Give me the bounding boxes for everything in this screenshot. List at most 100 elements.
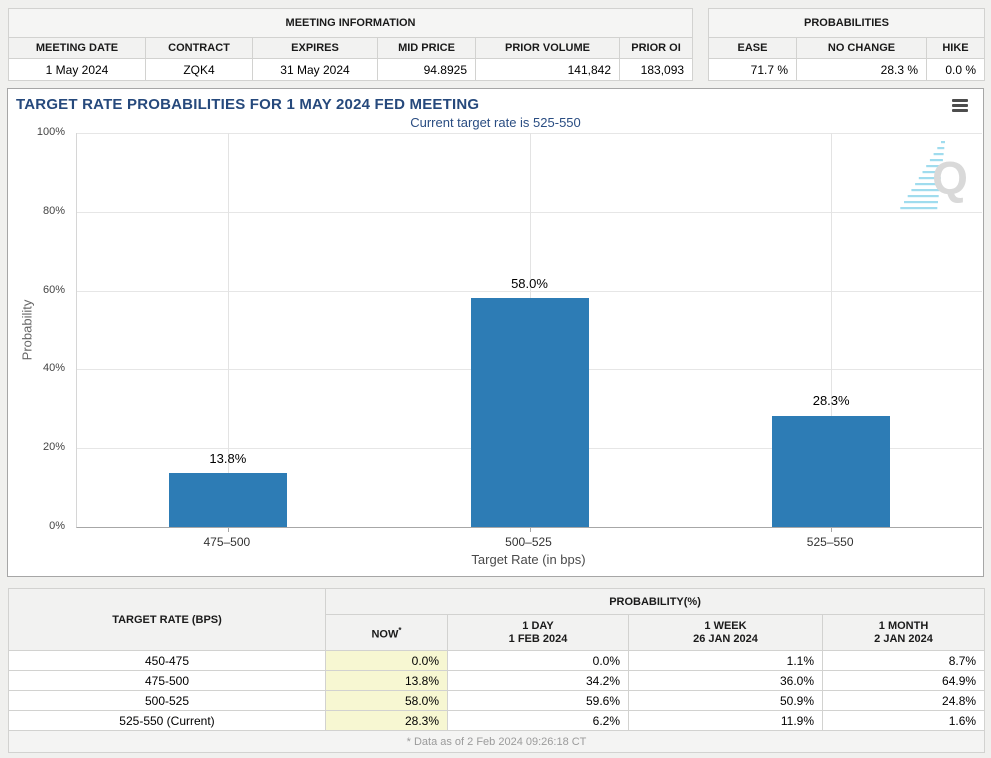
column-header-expires: EXPIRES xyxy=(252,37,378,59)
probability-history-table: TARGET RATE (BPS) PROBABILITY(%) NOW* 1 … xyxy=(7,588,986,753)
x-category-label: 525–550 xyxy=(806,535,854,549)
day-value-cell: 34.2% xyxy=(447,670,629,691)
week-value-cell: 1.1% xyxy=(628,650,823,671)
column-header-prior-volume: PRIOR VOLUME xyxy=(475,37,620,59)
rate-cell: 500-525 xyxy=(8,690,326,711)
plot-area: Q 13.8% 58.0% 28.3% xyxy=(76,133,982,532)
chart-context-menu-icon[interactable] xyxy=(952,99,968,114)
table-row: 71.7 % 28.3 % 0.0 % xyxy=(708,58,985,81)
x-category-label: 500–525 xyxy=(505,535,552,549)
x-axis-title: Target Rate (in bps) xyxy=(471,552,586,567)
week-date: 26 JAN 2024 xyxy=(693,632,758,645)
month-value-cell: 8.7% xyxy=(821,650,986,671)
target-rate-header: TARGET RATE (BPS) xyxy=(8,588,326,651)
chart-title: TARGET RATE PROBABILITIES FOR 1 MAY 2024… xyxy=(16,96,480,113)
table-row: 500-525 58.0% 59.6% 50.9% 24.8% xyxy=(8,690,986,711)
quikstrike-watermark-icon: Q xyxy=(900,141,968,210)
table-row: 475-500 13.8% 34.2% 36.0% 64.9% xyxy=(8,670,986,691)
bar-value-label: 58.0% xyxy=(511,276,548,292)
hike-value: 0.0 % xyxy=(926,58,985,81)
now-label: NOW xyxy=(371,628,399,641)
bar-value-label: 13.8% xyxy=(209,450,247,466)
y-tick-label: 60% xyxy=(42,283,65,296)
column-header-prior-oi: PRIOR OI xyxy=(618,37,694,59)
x-axis-tick xyxy=(831,527,833,532)
month-label: 1 MONTH xyxy=(878,619,929,632)
column-header-row: EASE NO CHANGE HIKE xyxy=(708,37,985,59)
x-axis-tick xyxy=(227,527,229,532)
svg-text:Q: Q xyxy=(932,152,968,204)
rate-cell: 450-475 xyxy=(8,650,326,671)
probability-group-header: PROBABILITY(%) xyxy=(324,588,986,615)
x-category-label: 475–500 xyxy=(203,535,251,549)
column-header-row: MEETING DATE CONTRACT EXPIRES MID PRICE … xyxy=(8,37,694,59)
y-tick-label: 20% xyxy=(42,441,65,454)
table-row: 450-475 0.0% 0.0% 1.1% 8.7% xyxy=(8,650,986,671)
month-date: 2 JAN 2024 xyxy=(874,632,933,645)
footnote-row: * Data as of 2 Feb 2024 09:26:18 CT xyxy=(7,730,986,753)
table-row: 525-550 (Current) 28.3% 6.2% 11.9% 1.6% xyxy=(8,710,986,731)
week-column-header: 1 WEEK 26 JAN 2024 xyxy=(628,614,823,651)
column-header-contract: CONTRACT xyxy=(145,37,253,59)
now-value-cell: 13.8% xyxy=(325,670,448,691)
gridline xyxy=(227,133,229,527)
probabilities-summary-table: PROBABILITIES EASE NO CHANGE HIKE 71.7 %… xyxy=(708,8,985,81)
fedwatch-chart-panel: TARGET RATE PROBABILITIES FOR 1 MAY 2024… xyxy=(7,88,984,577)
y-tick-label: 40% xyxy=(42,362,65,375)
week-label: 1 WEEK xyxy=(704,619,747,632)
day-column-header: 1 DAY 1 FEB 2024 xyxy=(447,614,629,651)
chart-subtitle: Current target rate is 525-550 xyxy=(410,115,581,130)
day-value-cell: 0.0% xyxy=(447,650,629,671)
column-header-row: NOW* 1 DAY 1 FEB 2024 1 WEEK 26 JAN 2024… xyxy=(9,614,986,651)
month-value-cell: 1.6% xyxy=(821,710,986,731)
mid-price-value: 94.8925 xyxy=(377,58,476,81)
contract-value: ZQK4 xyxy=(145,58,253,81)
bar-475–500[interactable] xyxy=(168,472,287,527)
gridline xyxy=(831,133,833,527)
y-tick-label: 100% xyxy=(36,126,65,138)
week-value-cell: 36.0% xyxy=(628,670,823,691)
y-tick-label: 80% xyxy=(42,204,65,217)
day-date: 1 FEB 2024 xyxy=(508,632,568,645)
column-header-no-change: NO CHANGE xyxy=(796,37,927,59)
probabilities-title: PROBABILITIES xyxy=(708,8,985,38)
meeting-information-title: MEETING INFORMATION xyxy=(7,8,694,38)
column-header-hike: HIKE xyxy=(926,37,985,59)
x-axis-tick xyxy=(529,527,531,532)
no-change-value: 28.3 % xyxy=(796,58,927,81)
group-header-row: TARGET RATE (BPS) PROBABILITY(%) xyxy=(8,588,986,651)
rate-cell: 475-500 xyxy=(8,670,326,691)
day-value-cell: 6.2% xyxy=(447,710,629,731)
meeting-date-value: 1 May 2024 xyxy=(8,58,146,81)
month-value-cell: 64.9% xyxy=(821,670,986,691)
bar-500–525[interactable] xyxy=(470,298,589,527)
prior-oi-value: 183,093 xyxy=(618,58,694,81)
week-value-cell: 11.9% xyxy=(628,710,823,731)
month-column-header: 1 MONTH 2 JAN 2024 xyxy=(821,614,986,651)
day-label: 1 DAY xyxy=(522,619,554,632)
month-value-cell: 24.8% xyxy=(821,690,986,711)
menu-bar xyxy=(952,99,968,102)
now-value-cell: 28.3% xyxy=(325,710,448,731)
now-value-cell: 0.0% xyxy=(325,650,448,671)
prior-volume-value: 141,842 xyxy=(475,58,620,81)
menu-bar xyxy=(952,109,968,112)
table-title-row: PROBABILITIES xyxy=(708,8,985,38)
y-tick-label: 0% xyxy=(49,520,65,532)
bar-525–550[interactable] xyxy=(772,415,891,527)
bar-value-label: 28.3% xyxy=(812,393,850,409)
y-axis-tick-labels: 0% 20% 40% 60% 80% 100% xyxy=(8,126,69,532)
column-header-meeting-date: MEETING DATE xyxy=(8,37,146,59)
menu-bar xyxy=(952,104,968,107)
day-value-cell: 59.6% xyxy=(447,690,629,711)
column-header-ease: EASE xyxy=(708,37,797,59)
rate-cell: 525-550 (Current) xyxy=(8,710,326,731)
now-column-header: NOW* xyxy=(325,614,448,651)
week-value-cell: 50.9% xyxy=(628,690,823,711)
meeting-information-table: MEETING INFORMATION MEETING DATE CONTRAC… xyxy=(7,8,694,81)
expires-value: 31 May 2024 xyxy=(252,58,378,81)
x-axis-category-labels: 475–500 500–525 525–550 xyxy=(76,535,981,549)
column-header-mid-price: MID PRICE xyxy=(377,37,476,59)
ease-value: 71.7 % xyxy=(708,58,797,81)
now-value-cell: 58.0% xyxy=(325,690,448,711)
